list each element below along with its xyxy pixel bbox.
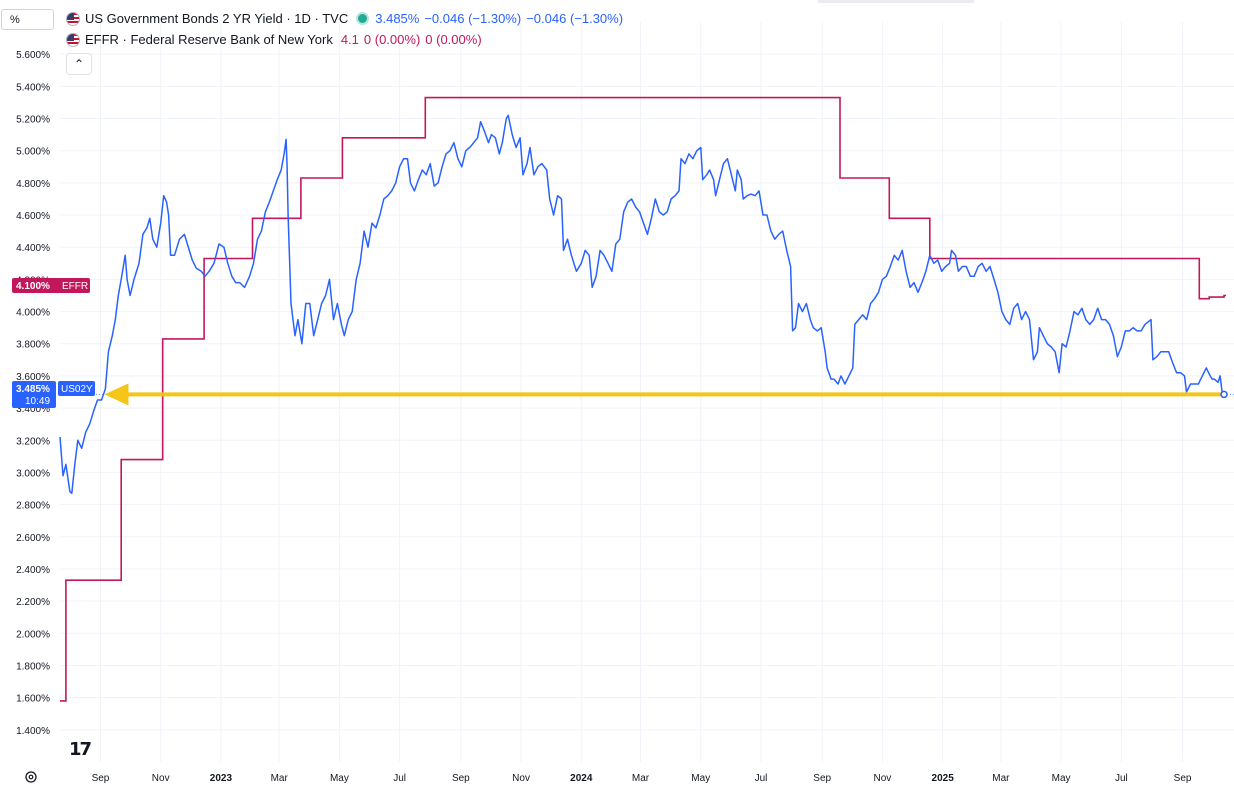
effr-price-tag-value: 4.100% (16, 281, 50, 292)
legend: US Government Bonds 2 YR Yield · 1D · TV… (66, 8, 628, 50)
y-tick-label: 1.600% (16, 694, 50, 705)
effr-price-tag-label: EFFR (62, 281, 88, 292)
y-tick-label: 3.800% (16, 340, 50, 351)
us-flag-icon (66, 11, 80, 26)
us-flag-icon (66, 32, 80, 47)
legend-change-effr: 0 (0.00%) (363, 31, 421, 47)
us02y-price-tag-bg (12, 381, 56, 408)
y-tick-label: 3.400% (16, 404, 50, 415)
us02y-countdown: 10:49 (25, 396, 50, 407)
market-status-icon[interactable] (356, 12, 370, 25)
legend-row-effr[interactable]: EFFR · Federal Reserve Bank of New York … (66, 29, 628, 50)
x-axis: Sep Nov 2023 Mar May Jul Sep Nov 2024 Mar May Jul Se… (92, 773, 1192, 784)
x-tick-label: Sep (452, 773, 470, 784)
y-tick-label: 2.400% (16, 565, 50, 576)
legend-title-us02y: US Government Bonds 2 YR Yield · 1D · TV… (85, 10, 349, 26)
x-tick-label: Sep (1174, 773, 1192, 784)
x-tick-label: 2023 (210, 773, 233, 784)
gear-icon-svg (25, 771, 37, 783)
x-tick-label: May (691, 773, 710, 784)
x-tick-label: Nov (874, 773, 892, 784)
x-tick-label: Mar (271, 773, 289, 784)
x-tick-label: Sep (92, 773, 110, 784)
x-tick-label: Jul (1115, 773, 1128, 784)
legend-title-effr: EFFR · Federal Reserve Bank of New York (85, 31, 333, 47)
series-line-effr (60, 96, 1226, 702)
legend-value-effr: 4.1 (340, 31, 359, 47)
x-tick-label: Nov (152, 773, 170, 784)
legend-row-us02y[interactable]: US Government Bonds 2 YR Yield · 1D · TV… (66, 8, 628, 29)
y-tick-label: 3.200% (16, 436, 50, 447)
x-tick-label: Mar (992, 773, 1010, 784)
top-strip (818, 0, 974, 3)
annotation-arrow-head[interactable] (104, 383, 129, 406)
x-tick-label: May (330, 773, 349, 784)
effr-price-tag-bg (12, 278, 90, 293)
grid-layer (60, 22, 1234, 762)
legend-change2-effr: 0 (0.00%) (425, 31, 482, 47)
y-tick-label: 1.800% (16, 661, 50, 672)
y-tick-label: 2.600% (16, 533, 50, 544)
y-tick-label: 1.400% (16, 726, 50, 737)
legend-collapse-button[interactable]: ⌃ (66, 53, 92, 75)
legend-price-us02y: 3.485% (375, 10, 420, 26)
chevron-up-icon: ⌃ (73, 57, 85, 71)
legend-change-us02y: −0.046 (−1.30%) (424, 10, 522, 26)
x-tick-label: 2024 (570, 773, 593, 784)
x-tick-label: 2025 (932, 773, 955, 784)
y-tick-label: 2.800% (16, 501, 50, 512)
tradingview-logo-icon[interactable]: 17 (69, 739, 92, 760)
y-tick-label: 5.000% (16, 147, 50, 158)
unit-selector[interactable]: % (1, 9, 54, 30)
x-tick-label: Jul (393, 773, 406, 784)
y-tick-label: 5.200% (16, 115, 50, 126)
y-tick-label: 5.400% (16, 82, 50, 93)
y-tick-label: 2.200% (16, 597, 50, 608)
y-tick-label: 4.600% (16, 211, 50, 222)
series-layer (59, 96, 1234, 702)
y-tick-label: 2.000% (16, 629, 50, 640)
series-line-us02y (59, 114, 1225, 495)
x-tick-label: Sep (813, 773, 831, 784)
x-tick-label: Nov (512, 773, 530, 784)
x-tick-label: May (1052, 773, 1071, 784)
annotation-layer (104, 383, 1228, 406)
us02y-price-tag-value: 3.485% (16, 384, 50, 395)
logo-text: 17 (69, 739, 92, 760)
us02y-label-bg (58, 381, 95, 396)
x-tick-label: Mar (632, 773, 650, 784)
y-tick-label: 4.400% (16, 243, 50, 254)
price-tag-layer: 4.100% EFFR 3.485% 10:49 US02Y (12, 278, 95, 408)
y-tick-label: 4.000% (16, 308, 50, 319)
gear-icon[interactable] (22, 770, 40, 788)
y-tick-label: 4.800% (16, 179, 50, 190)
y-tick-label: 5.600% (16, 50, 50, 61)
legend-change2-us02y: −0.046 (−1.30%) (526, 10, 624, 26)
y-tick-label: 3.000% (16, 468, 50, 479)
us02y-price-tag-label: US02Y (61, 384, 93, 395)
x-tick-label: Jul (755, 773, 768, 784)
last-point-marker (1220, 390, 1228, 399)
unit-label: % (10, 14, 20, 26)
y-tick-label: 3.600% (16, 372, 50, 383)
